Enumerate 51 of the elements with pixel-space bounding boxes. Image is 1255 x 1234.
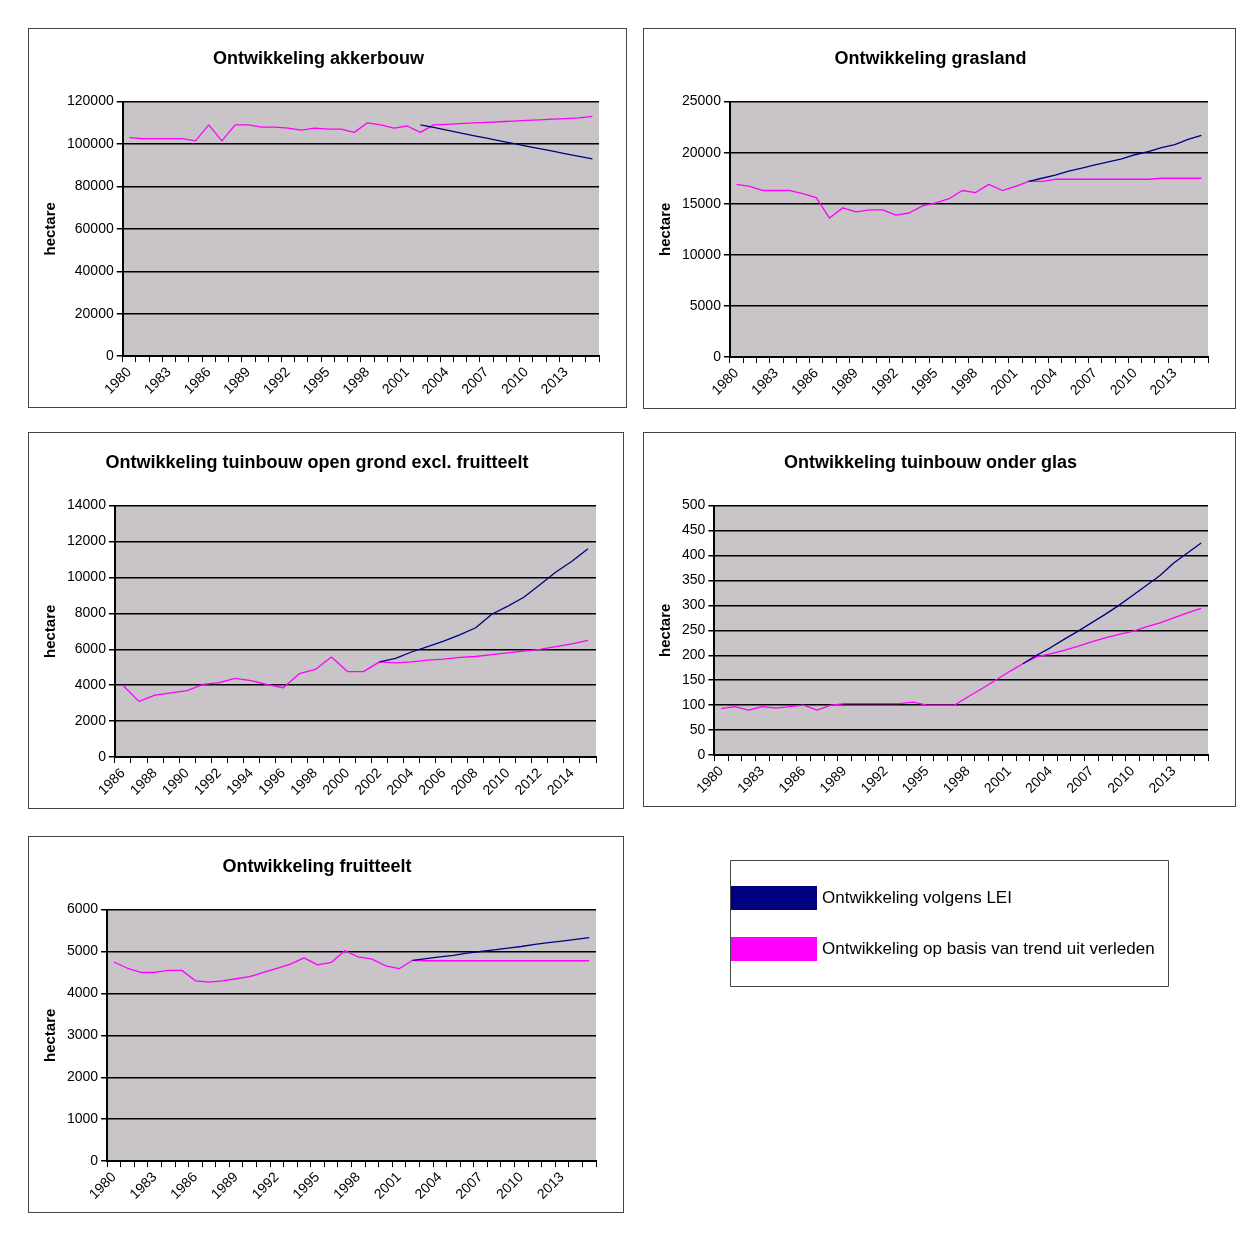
y-tick-label: 250 <box>682 621 706 638</box>
text: Ontwikkeling volgens LEI <box>822 887 1012 907</box>
y-tick-label: 120000 <box>67 92 114 109</box>
y-axis-title: hectare <box>41 202 59 256</box>
y-axis-title: hectare <box>41 1008 59 1063</box>
y-tick-label: 10000 <box>681 245 722 262</box>
y-tick-label: 60000 <box>74 219 114 236</box>
y-tick-label: 20000 <box>74 304 114 321</box>
y-tick-label: 4000 <box>66 984 99 1001</box>
y-axis-title: hectare <box>656 603 674 658</box>
y-tick-label: 150 <box>682 671 706 688</box>
chart-title: Ontwikkeling tuinbouw onder glas <box>783 451 1078 472</box>
chart-title: Ontwikkeling fruitteelt <box>222 855 412 876</box>
y-tick-label: 12000 <box>66 532 107 549</box>
y-tick-label: 80000 <box>74 177 114 194</box>
y-tick-label: 5000 <box>689 296 722 313</box>
chart-title: Ontwikkeling grasland <box>834 47 1027 68</box>
y-tick-label: 15000 <box>681 194 722 211</box>
y-tick-label: 40000 <box>74 262 114 279</box>
y-tick-label: 100000 <box>67 134 114 151</box>
y-tick-label: 1000 <box>66 1110 99 1127</box>
y-tick-label: 0 <box>98 747 107 764</box>
y-tick-label: 3000 <box>66 1026 99 1043</box>
y-tick-label: 350 <box>682 571 706 588</box>
y-tick-label: 0 <box>713 347 722 364</box>
y-tick-label: 300 <box>682 596 706 613</box>
y-tick-label: 0 <box>697 745 706 762</box>
y-tick-label: 10000 <box>66 568 107 585</box>
y-tick-label: 2000 <box>74 712 107 729</box>
text: Ontwikkeling op basis van trend uit verleden <box>822 938 1155 958</box>
y-tick-label: 20000 <box>681 143 722 160</box>
y-axis-title: hectare <box>656 202 674 257</box>
y-tick-label: 2000 <box>66 1068 99 1085</box>
y-tick-label: 14000 <box>66 496 107 513</box>
y-tick-label: 5000 <box>66 942 99 959</box>
y-tick-label: 400 <box>682 546 706 563</box>
y-tick-label: 25000 <box>681 92 722 109</box>
y-tick-label: 50 <box>689 721 706 738</box>
y-tick-label: 4000 <box>74 676 107 693</box>
y-tick-label: 6000 <box>66 900 99 917</box>
y-tick-label: 200 <box>682 646 706 663</box>
y-tick-label: 100 <box>682 696 706 713</box>
y-tick-label: 0 <box>105 346 114 363</box>
y-axis-title: hectare <box>41 604 59 659</box>
y-tick-label: 0 <box>90 1151 99 1168</box>
chart-title: Ontwikkeling akkerbouw <box>212 47 426 68</box>
y-tick-label: 6000 <box>74 640 107 657</box>
y-tick-label: 450 <box>682 521 706 538</box>
y-tick-label: 500 <box>682 496 706 513</box>
y-tick-label: 8000 <box>74 604 107 621</box>
chart-title: Ontwikkeling tuinbouw open grond excl. fruitteelt <box>105 451 529 472</box>
